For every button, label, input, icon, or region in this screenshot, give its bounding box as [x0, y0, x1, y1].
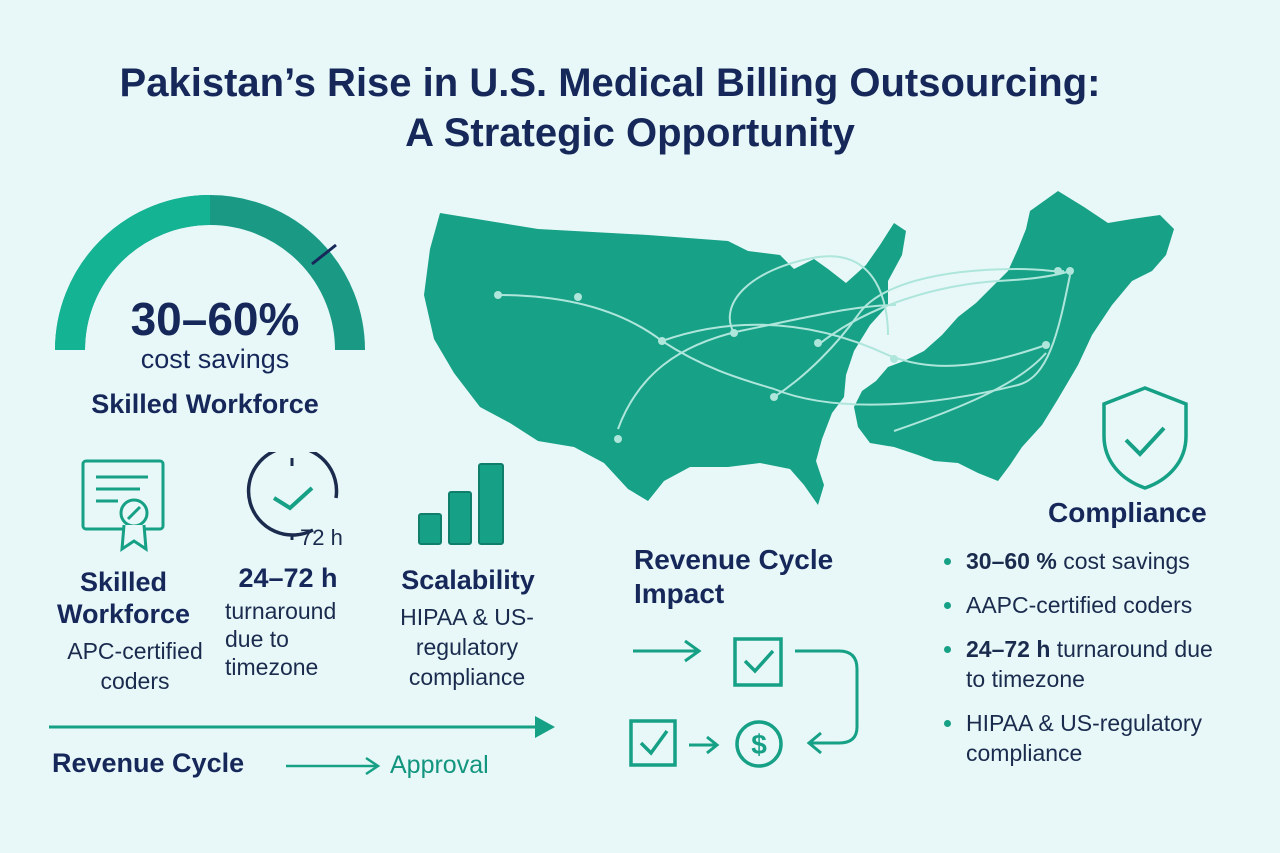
gauge-caption: cost savings [140, 344, 290, 374]
page-title: Pakistan’s Rise in U.S. Medical Billing … [0, 58, 1220, 158]
compliance-item-text: HIPAA & US-regulatory compliance [966, 710, 1203, 766]
us-map [424, 213, 906, 505]
bullet-dot-icon [944, 646, 951, 653]
arrow-right-icon [633, 639, 702, 663]
compliance-item-text: turnaround due to timezone [966, 636, 1213, 692]
compliance-item: AAPC-certified coders [944, 590, 1236, 620]
bullet-dot-icon [944, 720, 951, 727]
certificate-icon [81, 459, 165, 552]
gauge-fill [55, 195, 211, 351]
feature-desc-turnaround: turnaround due to timezone [225, 598, 337, 680]
connection-lines [497, 255, 1071, 432]
compliance-item: 30–60 % cost savings [944, 546, 1236, 576]
compliance-item: HIPAA & US-regulatory compliance [944, 708, 1236, 768]
impact-title: Revenue Cycle Impact [634, 544, 834, 609]
feature-desc-skilled: APC-certified coders [67, 638, 203, 694]
feature-title-scalability: Scalability [401, 565, 535, 595]
check-box-icon [733, 637, 783, 687]
connection-nodes [494, 267, 1074, 443]
clock-icon-label: 72 h [300, 525, 343, 550]
curved-arrow-icon [795, 649, 859, 755]
bar-chart-icon [418, 463, 504, 545]
compliance-item-text: cost savings [1056, 548, 1190, 574]
title-line-1: Pakistan’s Rise in U.S. Medical Billing … [119, 61, 1101, 105]
approval-label: Approval [390, 751, 489, 779]
revenue-cycle-label: Revenue Cycle [52, 748, 245, 778]
gauge-heading: Skilled Workforce [91, 389, 319, 419]
feature-title-skilled: Skilled Workforce [56, 567, 191, 629]
arrow-right-icon [689, 735, 720, 755]
compliance-item-bold: 24–72 h [966, 636, 1051, 662]
impact-flow: $ [629, 637, 859, 768]
check-box-icon [629, 719, 677, 767]
compliance-list: 30–60 % cost savings AAPC-certified coder… [944, 546, 1236, 782]
bullet-dot-icon [944, 558, 951, 565]
arrow-right-icon [286, 756, 381, 776]
feature-title-turnaround: 24–72 h [238, 563, 338, 593]
gauge-value: 30–60% [130, 293, 300, 345]
dollar-circle-icon: $ [735, 720, 783, 768]
title-line-2: A Strategic Opportunity [405, 111, 855, 155]
cost-savings-gauge [55, 195, 365, 351]
shield-check-icon [1102, 386, 1188, 490]
compliance-item: 24–72 h turnaround due to timezone [944, 634, 1236, 694]
feature-desc-scalability: HIPAA & US-regulatory compliance [400, 604, 534, 690]
gauge-needle [311, 243, 337, 266]
long-arrow-icon [49, 716, 555, 738]
pakistan-map [854, 191, 1174, 481]
svg-text:$: $ [751, 729, 767, 760]
compliance-item-text: AAPC-certified coders [966, 592, 1193, 618]
us-pakistan-map [424, 191, 1174, 505]
compliance-title: Compliance [1048, 497, 1207, 528]
clock-icon: 72 h [246, 452, 343, 550]
compliance-item-bold: 30–60 % [966, 548, 1057, 574]
bullet-dot-icon [944, 602, 951, 609]
